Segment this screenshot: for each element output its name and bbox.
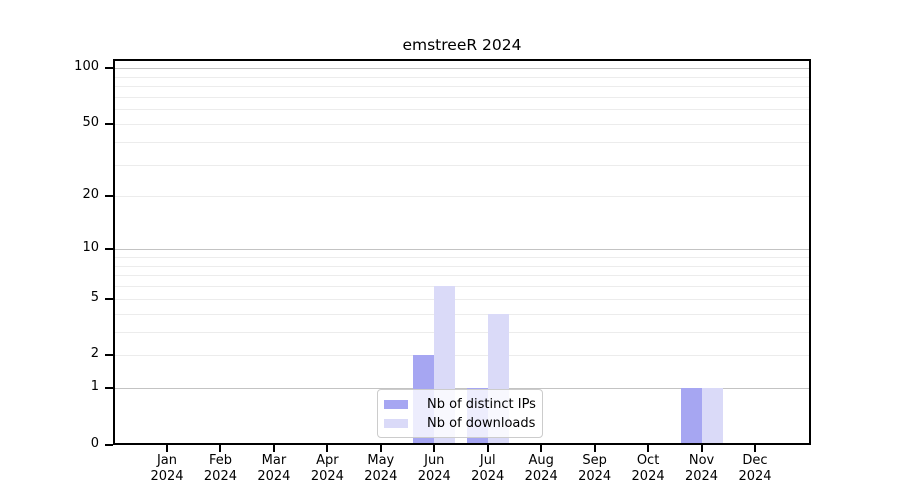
gridline-minor [113,275,811,277]
gridline-major [113,249,811,251]
plot-area: 100 50 20 10 5 2 1 0 Jan 2024 Feb 2024 Mar 2024 Apr… [74,59,811,484]
x-tick-label: Jan 2024 [150,453,184,484]
bar-nov-downloads [701,388,723,445]
legend-item-downloads: Nb of downloads [384,414,536,433]
x-tick [379,445,382,452]
x-tick [486,445,489,452]
chart-title: emstreeR 2024 [402,36,522,54]
x-tick [700,445,703,452]
x-tick-label: Mar 2024 [257,453,291,484]
gridline-minor [113,331,811,333]
y-tick [105,297,113,300]
x-tick-label: Jul 2024 [471,453,505,484]
x-tick-label: May 2024 [364,453,398,484]
gridline-minor [113,256,811,258]
x-tick [647,445,650,452]
legend-label-distinct-ips: Nb of distinct IPs [427,397,536,412]
y-tick [105,195,113,198]
x-tick [326,445,329,452]
y-tick [105,248,113,251]
x-tick-label: Feb 2024 [203,453,237,484]
x-tick-label: Nov 2024 [684,453,719,484]
y-tick-label: 2 [90,346,99,362]
x-tick-label: Jun 2024 [417,453,451,484]
y-tick [105,387,113,390]
legend-item-distinct-ips: Nb of distinct IPs [384,395,536,414]
y-tick-label: 100 [74,59,99,75]
gridline-minor [113,96,811,98]
gridline-minor [113,298,811,300]
x-tick [754,445,756,452]
y-tick-label: 50 [82,114,99,130]
legend-label-downloads: Nb of downloads [427,416,536,431]
gridline-minor [113,164,811,166]
gridline-minor [113,286,811,288]
gridline-minor [113,76,811,78]
bar-nov-distinct-ips [680,388,702,445]
gridline-minor [113,313,811,315]
x-tick [272,445,275,452]
x-tick [433,445,436,452]
x-tick-label: Aug 2024 [524,453,558,484]
x-tick [219,445,222,452]
legend-swatch-downloads [384,419,408,428]
gridline-minor [113,86,811,88]
y-tick [105,354,113,357]
y-tick [105,67,113,70]
legend: Nb of distinct IPs Nb of downloads [377,389,543,438]
x-tick-label: Dec 2024 [738,453,772,484]
gridline-minor [113,265,811,267]
gridline-minor [113,141,811,143]
x-tick-label: Apr 2024 [310,453,344,484]
x-tick-label: Sep 2024 [578,453,612,484]
axis-ticks-layer: 100 50 20 10 5 2 1 0 Jan 2024 Feb 2024 Mar 2024 Apr… [74,59,811,483]
y-tick [105,444,113,446]
gridline-minor [113,196,811,198]
y-tick-label: 1 [90,379,99,395]
x-tick [166,445,168,452]
gridline-major [113,68,811,70]
y-tick-label: 20 [82,187,99,203]
y-tick-label: 5 [90,289,99,305]
y-tick-label: 0 [90,436,99,451]
gridline-major [113,388,811,390]
gridline-minor [113,355,811,357]
y-tick [105,122,113,125]
gridline-minor [113,109,811,111]
legend-swatch-distinct-ips [384,400,408,409]
x-tick-label: Oct 2024 [631,453,665,484]
y-tick-label: 10 [82,240,99,256]
gridline-minor [113,123,811,125]
x-tick [593,445,596,452]
x-tick [540,445,543,452]
gridlines-layer [113,59,811,445]
